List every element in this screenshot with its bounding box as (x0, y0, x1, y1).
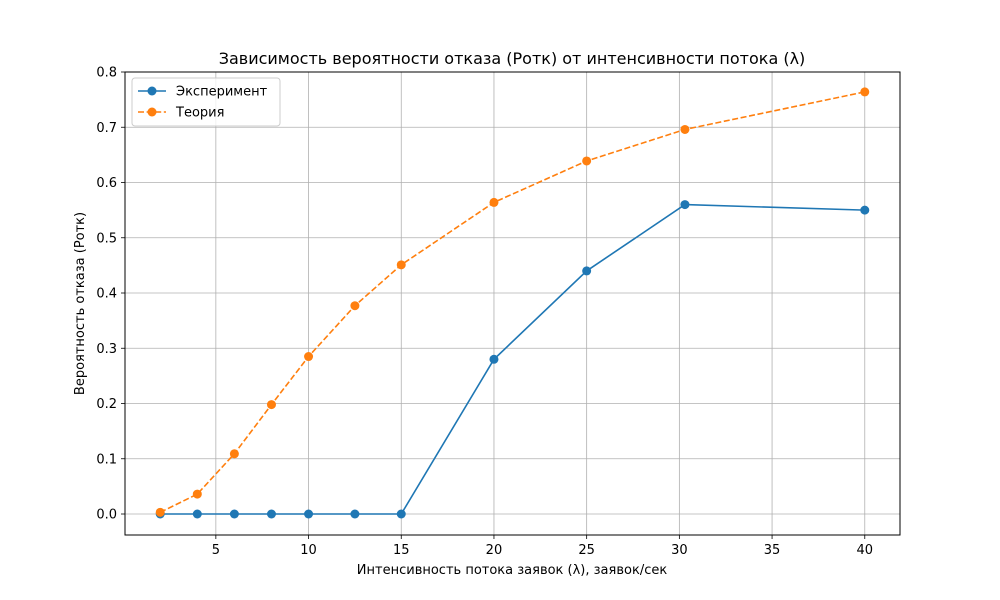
plot-frame (124, 71, 901, 536)
data-point (266, 509, 276, 519)
x-axis-title: Интенсивность потока заявок (λ), заявок/… (357, 563, 668, 578)
x-tick-label: 10 (300, 543, 317, 558)
y-tick-label: 0.8 (96, 66, 117, 81)
data-point (489, 354, 499, 364)
series-1 (155, 200, 870, 519)
data-point (229, 509, 239, 519)
y-tick-label: 0.1 (96, 452, 117, 467)
data-point (396, 260, 406, 270)
y-tick-label: 0.4 (96, 287, 117, 302)
data-point (304, 509, 314, 519)
data-point (229, 449, 239, 459)
data-point (192, 509, 202, 519)
legend: Эксперимент Теория (131, 77, 281, 127)
chart-title: Зависимость вероятности отказа (Pотк) от… (219, 49, 806, 68)
axis-ticks: 5 10 15 20 25 30 35 40 0.0 0.1 0.2 0.3 0.4 0.5 0.6 0.7 0… (96, 66, 873, 559)
x-tick-label: 25 (578, 543, 595, 558)
legend-marker (147, 86, 157, 96)
data-point (266, 400, 276, 410)
data-point (582, 156, 592, 166)
data-point (192, 489, 202, 499)
x-tick-label: 40 (856, 543, 873, 558)
data-point (860, 87, 870, 97)
y-tick-label: 0.3 (96, 342, 117, 357)
y-tick-label: 0.7 (96, 121, 117, 136)
x-tick-label: 30 (671, 543, 688, 558)
legend-item: Теория (138, 106, 224, 121)
plot-area (125, 72, 900, 535)
y-tick-label: 0.5 (96, 231, 117, 246)
x-tick-label: 15 (393, 543, 410, 558)
data-point (680, 200, 690, 210)
x-tick-label: 20 (486, 543, 503, 558)
legend-marker (147, 107, 157, 117)
legend-label: Эксперимент (176, 85, 268, 100)
data-point (304, 352, 314, 362)
series-layer (155, 87, 870, 519)
series-2 (155, 87, 870, 517)
legend-item: Эксперимент (138, 85, 268, 100)
data-point (396, 509, 406, 519)
data-point (860, 205, 870, 215)
x-tick-label: 35 (764, 543, 781, 558)
y-tick-label: 0.0 (96, 508, 117, 523)
x-tick-label: 5 (212, 543, 220, 558)
legend-label: Теория (175, 106, 224, 121)
data-point (582, 266, 592, 276)
y-tick-label: 0.2 (96, 397, 117, 412)
data-point (489, 197, 499, 207)
y-tick-label: 0.6 (96, 176, 117, 191)
y-axis-title: Вероятность отказа (Pотк) (73, 212, 88, 395)
data-point (350, 509, 360, 519)
data-point (680, 124, 690, 134)
legend-box (131, 77, 281, 127)
data-point (155, 507, 165, 517)
data-point (350, 301, 360, 311)
